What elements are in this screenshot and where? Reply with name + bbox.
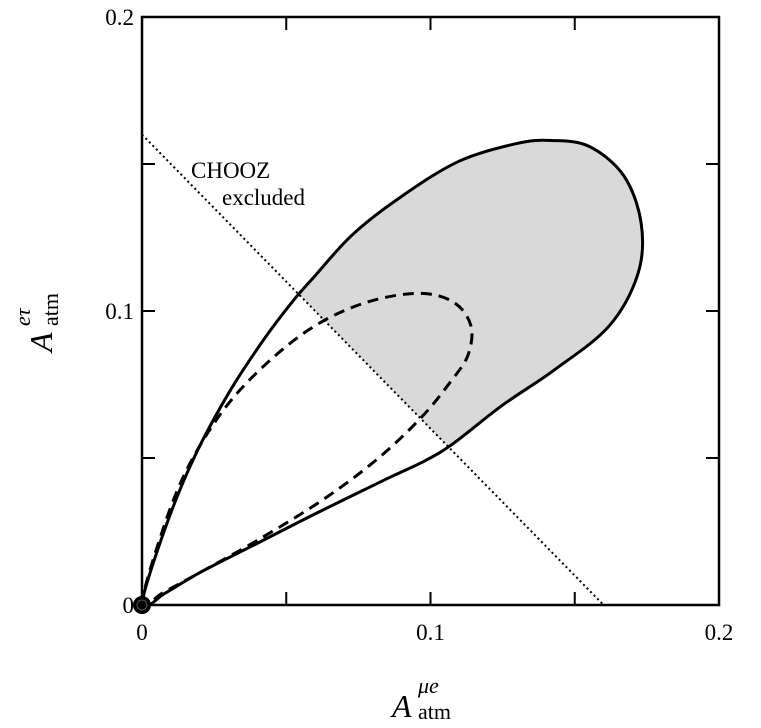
y-axis-title-base: A <box>23 332 59 354</box>
y-tick-label: 0 <box>123 593 135 618</box>
y-axis-title: A eτ atm <box>10 293 63 354</box>
x-tick-label: 0 <box>136 620 148 645</box>
x-axis-title-sub: atm <box>418 699 451 724</box>
x-tick-label: 0.1 <box>416 620 445 645</box>
contour-lines-layer <box>142 133 645 605</box>
origin-marker-ring <box>136 599 148 611</box>
x-axis-title-base: A <box>390 688 412 724</box>
annotation-excluded: excluded <box>222 185 306 210</box>
y-tick-label: 0.2 <box>105 5 134 30</box>
axis-ticks-layer: 0 0.1 0.2 0 0.1 0.2 <box>105 5 733 645</box>
origin-marker <box>133 596 151 614</box>
annotation-chooz: CHOOZ <box>191 158 270 183</box>
origin-marker-layer <box>133 596 151 614</box>
y-tick-label: 0.1 <box>105 299 134 324</box>
y-axis-title-sub: atm <box>38 293 63 326</box>
shaded-region <box>142 140 643 605</box>
x-axis-title-sup: μe <box>417 673 439 698</box>
solid-contour <box>142 138 645 605</box>
dashed-contour <box>142 291 474 605</box>
shaded-allowed-region-layer <box>142 140 643 605</box>
y-axis-title-sup: eτ <box>10 307 35 326</box>
x-tick-label: 0.2 <box>705 620 734 645</box>
x-axis-title: A μe atm <box>390 673 451 724</box>
